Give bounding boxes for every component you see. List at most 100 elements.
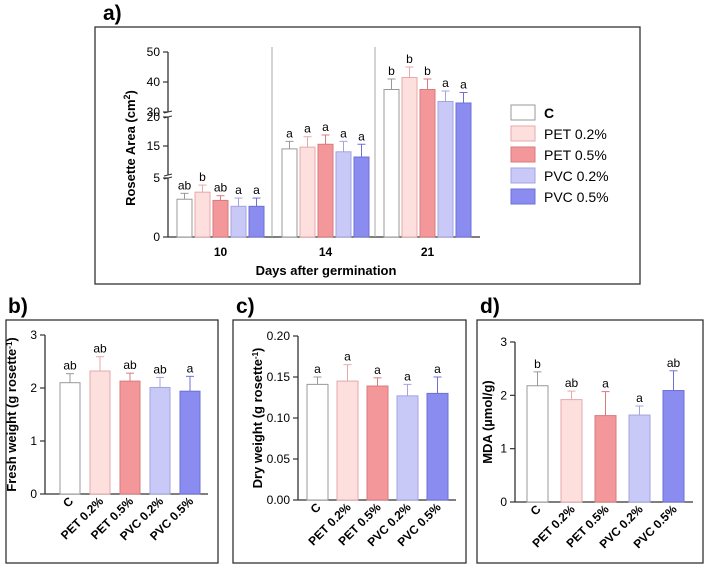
bar-c-day-21 [383,89,400,238]
ylabel-text: Rosette Area (cm [123,99,138,205]
bar-d-pvc-0-2 [628,414,651,503]
panel-d-ytick-label: 3 [500,335,507,349]
bar-b-pvc-0-2 [149,386,171,495]
significance-letter: a [636,391,643,405]
significance-letter: a [602,377,609,391]
panel-a-ytick-label: 5 [153,171,160,185]
panel-b-ytick-label: 1 [30,434,37,448]
panel-d-xtick-label: C [528,502,544,518]
significance-letter: a [404,369,411,383]
bar-b-c [59,382,81,495]
bar-pvc-0-2-day-10 [230,205,247,238]
significance-letter: a [344,350,351,364]
significance-letter: b [534,357,541,371]
panel-c-ytick-label: 0.15 [267,370,291,384]
panel-a-ytick-label: 0 [153,230,160,244]
significance-letter: ab [123,358,137,372]
panel-a-xtick-label: 10 [214,245,228,259]
bar-pvc-0-5-day-14 [353,156,370,238]
significance-letter: ab [178,178,192,192]
panel-b-letter: b) [8,295,28,318]
significance-letter: ab [214,181,228,195]
legend-swatch-pvc-0-2 [510,167,536,184]
ylabel-text: Dry weight (g rosette [250,359,265,488]
ylabel-close: ) [4,337,19,341]
panel-a-axis-break [163,173,173,177]
panel-b-ylabel: Fresh weight (g rosette-1) [4,337,19,492]
ylabel-text: MDA (µmol/g) [480,380,495,464]
panel-c-ylabel: Dry weight (g rosette-1) [250,348,265,489]
ylabel-close: ) [123,90,138,94]
panel-b-xtick-label: C [60,494,76,510]
bar-pvc-0-5-day-21 [455,102,472,238]
panel-a-xtick-label: 14 [319,245,333,259]
bar-c-pet-0-5 [366,385,389,501]
legend-swatch-pvc-0-5 [510,188,536,205]
panel-a-ytick-label: 30 [147,105,161,119]
panel-a-ytick-label: 15 [147,139,161,153]
significance-letter: b [406,52,413,66]
panel-b-frame [5,319,219,564]
significance-letter: a [235,183,242,197]
bar-pvc-0-2-day-21 [437,101,454,238]
panel-a-frame [94,26,641,285]
significance-letter: ab [667,356,681,370]
bar-pvc-0-5-day-10 [248,205,265,238]
significance-letter: a [358,129,365,143]
bar-b-pet-0-2 [89,370,111,495]
bar-pet-0-2-day-14 [299,146,316,238]
panel-b-ytick-label: 3 [30,328,37,342]
bar-c-pvc-0-2 [396,395,419,501]
legend-swatch-pet-0-5 [510,146,536,163]
legend-label-pet-0-2: PET 0.2% [544,126,607,142]
panel-a-ytick-label: 40 [147,75,161,89]
legend-swatch-c [510,104,536,121]
ylabel-text: Fresh weight (g rosette [4,349,19,492]
significance-letter: a [340,126,347,140]
significance-letter: a [286,126,293,140]
bar-d-pvc-0-5 [662,390,685,503]
bar-pet-0-5-day-10 [212,199,229,238]
legend-label-c: C [544,105,554,121]
significance-letter: b [199,170,206,184]
significance-letter: a [434,362,441,376]
bar-c-day-10 [176,198,193,238]
bar-b-pvc-0-5 [179,390,201,495]
bar-c-c [306,383,329,501]
ylabel-superscript: -1 [5,341,14,349]
significance-letter: ab [153,362,167,376]
significance-letter: a [442,76,449,90]
legend-label-pvc-0-5: PVC 0.5% [544,189,609,205]
panel-d-ytick-label: 1 [500,442,507,456]
bar-pet-0-2-day-10 [194,191,211,238]
panel-d-ytick-label: 0 [500,495,507,509]
significance-letter: ab [63,359,77,373]
significance-letter: a [322,120,329,134]
panel-a-letter: a) [103,2,122,25]
ylabel-superscript: -1 [251,351,260,359]
panel-a-xlabel: Days after germination [256,263,397,278]
panel-c-letter: c) [236,295,255,318]
significance-letter: a [187,361,194,375]
significance-letter: ab [565,376,579,390]
panel-d-ytick-label: 2 [500,388,507,402]
significance-letter: a [304,122,311,136]
panel-c-frame [232,319,467,564]
bar-d-pet-0-5 [594,415,617,503]
legend-label-pet-0-5: PET 0.5% [544,147,607,163]
panel-d-frame [476,319,704,564]
bar-c-pvc-0-5 [426,392,449,501]
significance-letter: a [460,78,467,92]
bar-d-pet-0-2 [560,399,583,503]
panel-c-ytick-label: 0.10 [267,411,291,425]
panel-a-xtick-label: 21 [421,245,435,259]
panel-b-ytick-label: 0 [30,487,37,501]
ylabel-close: ) [250,348,265,352]
significance-letter: a [314,362,321,376]
bar-pet-0-5-day-21 [419,89,436,238]
